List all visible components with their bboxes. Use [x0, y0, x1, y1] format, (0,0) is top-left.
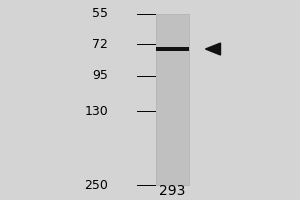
- Text: 293: 293: [159, 184, 186, 198]
- Bar: [156, 14, 189, 185]
- Text: 95: 95: [92, 69, 108, 82]
- Bar: [156, 47, 189, 51]
- Text: 55: 55: [92, 7, 108, 20]
- Text: 130: 130: [84, 105, 108, 118]
- Text: 72: 72: [92, 38, 108, 51]
- Text: 250: 250: [84, 179, 108, 192]
- Polygon shape: [206, 43, 220, 55]
